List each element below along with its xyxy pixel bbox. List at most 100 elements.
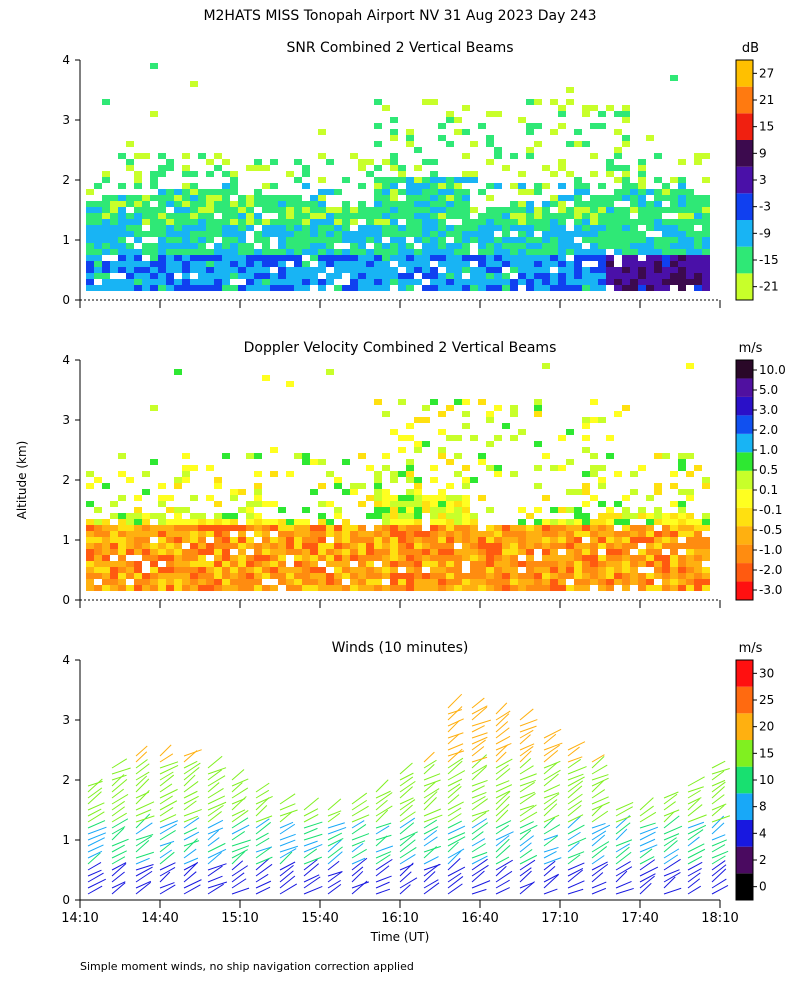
data-cell — [206, 225, 214, 231]
data-cell — [542, 267, 550, 273]
colorbar-swatch — [736, 193, 753, 220]
data-cell — [262, 237, 270, 243]
data-cell — [310, 585, 318, 591]
data-cell — [238, 549, 246, 555]
data-cell — [486, 531, 494, 537]
wind-barb — [471, 858, 488, 871]
colorbar-unit: m/s — [739, 641, 763, 656]
data-cell — [278, 243, 286, 249]
data-cell — [278, 213, 286, 219]
data-cell — [366, 465, 374, 471]
data-cell — [246, 513, 254, 519]
data-cell — [382, 585, 390, 591]
data-cell — [606, 579, 614, 585]
wind-barb — [423, 879, 439, 889]
data-cell — [430, 279, 438, 285]
data-cell — [662, 519, 670, 525]
data-cell — [526, 567, 534, 573]
data-cell — [526, 531, 534, 537]
data-cell — [334, 255, 342, 261]
data-cell — [102, 279, 110, 285]
data-cell — [302, 207, 310, 213]
data-cell — [582, 585, 590, 591]
data-cell — [542, 207, 550, 213]
data-cell — [614, 279, 622, 285]
data-cell — [654, 567, 662, 573]
data-cell — [214, 219, 222, 225]
data-cell — [206, 543, 214, 549]
data-cell — [118, 495, 126, 501]
data-cell — [198, 237, 206, 243]
wind-barb — [519, 821, 534, 829]
data-cell — [630, 243, 638, 249]
data-cell — [318, 189, 326, 195]
wind-barb — [567, 793, 583, 805]
data-cell — [110, 561, 118, 567]
data-cell — [110, 231, 118, 237]
data-cell — [566, 573, 574, 579]
data-cell — [446, 177, 454, 183]
wind-barb — [231, 817, 249, 829]
wind-barb — [447, 718, 464, 727]
data-cell — [334, 285, 342, 291]
data-cell — [286, 519, 294, 525]
data-cell — [438, 135, 446, 141]
data-cell — [494, 147, 502, 153]
data-cell — [670, 249, 678, 255]
wind-barb — [543, 793, 560, 805]
data-cell — [182, 471, 190, 477]
wind-barb — [375, 858, 393, 871]
data-cell — [582, 255, 590, 261]
data-cell — [686, 225, 694, 231]
data-cell — [126, 267, 134, 273]
data-cell — [214, 279, 222, 285]
data-cell — [270, 585, 278, 591]
colorbar-swatch — [736, 766, 753, 794]
data-cell — [190, 243, 198, 249]
data-cell — [414, 579, 422, 585]
x-tick-label: 16:40 — [461, 911, 498, 926]
data-cell — [294, 555, 302, 561]
data-cell — [470, 585, 478, 591]
data-cell — [406, 543, 414, 549]
data-cell — [382, 231, 390, 237]
data-cell — [502, 579, 510, 585]
data-cell — [150, 183, 158, 189]
wind-barb — [183, 862, 198, 871]
data-cell — [646, 585, 654, 591]
wind-barb — [135, 809, 152, 817]
data-cell — [118, 555, 126, 561]
data-cell — [334, 585, 342, 591]
data-cell — [486, 525, 494, 531]
data-cell — [630, 267, 638, 273]
data-cell — [622, 255, 630, 261]
data-cell — [550, 555, 558, 561]
data-cell — [542, 183, 550, 189]
data-cell — [574, 585, 582, 591]
data-cell — [390, 567, 398, 573]
data-cell — [566, 261, 574, 267]
data-cell — [422, 195, 430, 201]
data-cell — [630, 255, 638, 261]
data-cell — [174, 279, 182, 285]
data-cell — [574, 177, 582, 183]
data-cell — [326, 579, 334, 585]
data-cell — [358, 567, 366, 573]
data-cell — [246, 573, 254, 579]
data-cell — [374, 489, 382, 495]
data-cell — [598, 579, 606, 585]
data-cell — [142, 543, 150, 549]
data-cell — [190, 543, 198, 549]
data-cell — [534, 543, 542, 549]
data-cell — [302, 567, 310, 573]
wind-barb — [279, 845, 298, 853]
data-cell — [606, 207, 614, 213]
data-cell — [670, 537, 678, 543]
data-cell — [118, 519, 126, 525]
y-tick-label: 2 — [62, 773, 70, 787]
data-cell — [686, 513, 694, 519]
data-cell — [526, 231, 534, 237]
data-cell — [270, 225, 278, 231]
y-tick-label: 1 — [62, 533, 70, 547]
data-cell — [94, 567, 102, 573]
